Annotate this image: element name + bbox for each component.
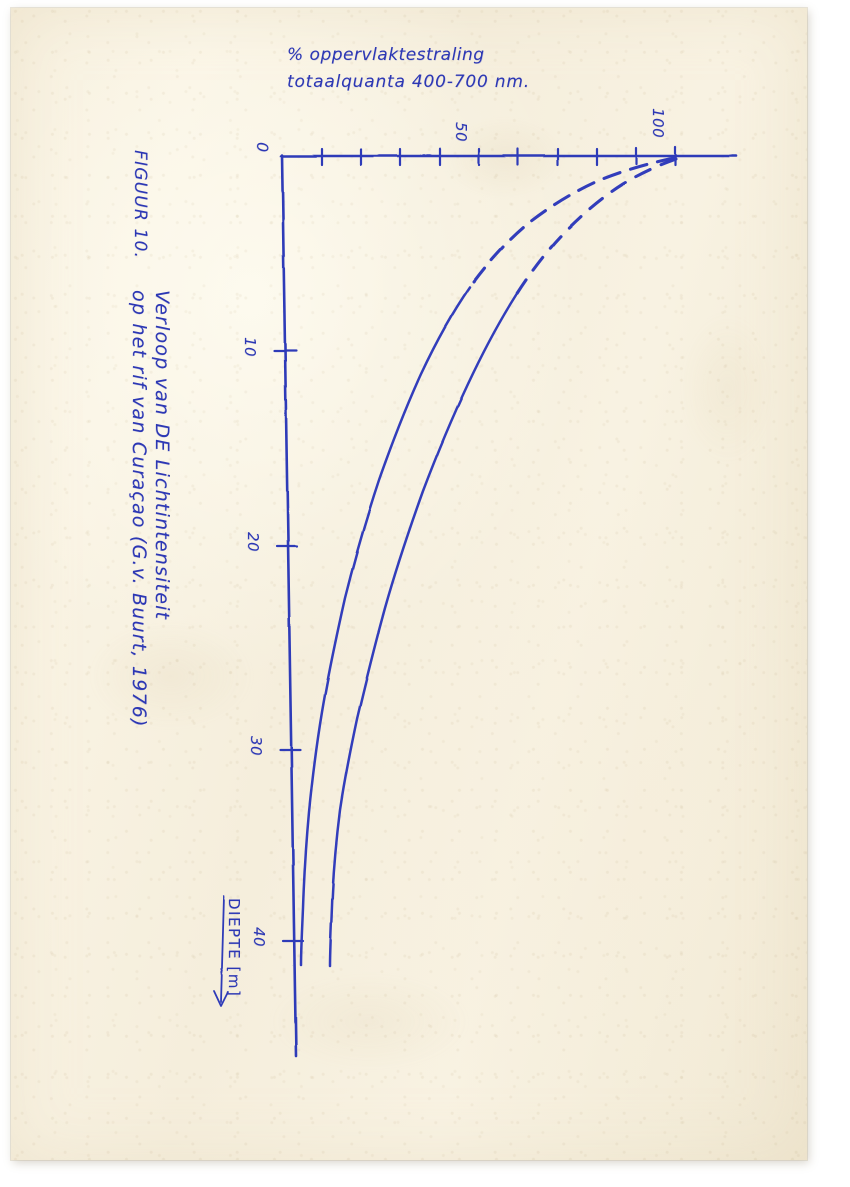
figure-number-caption: FIGUUR 10. bbox=[130, 150, 150, 260]
y-tick-label-20: 20 bbox=[244, 532, 262, 553]
curve-left bbox=[299, 156, 676, 967]
x-tick-label-0: 0 bbox=[253, 142, 272, 153]
curve-right-solid-segment bbox=[328, 293, 518, 968]
paper-grain-texture bbox=[11, 8, 807, 1160]
x-tick-label-50: 50 bbox=[452, 122, 470, 143]
chart-title-line-2: totaalquanta 400-700 nm. bbox=[287, 72, 530, 92]
chart-title-line-1: % oppervlaktestraling bbox=[287, 45, 485, 65]
y-axis-label: DIEPTE [m] bbox=[225, 898, 243, 998]
curve-right bbox=[328, 157, 678, 968]
chart-title: % oppervlaktestraling totaalquanta 400-7… bbox=[287, 42, 530, 96]
curve-left-solid-segment bbox=[299, 285, 472, 967]
figure-caption-line-1: Verloop van DE Lichtintensiteit bbox=[151, 290, 173, 621]
y-tick-label-40: 40 bbox=[250, 927, 268, 948]
figure-caption-line-2: op het rif van Curaçao (G.v. Buurt, 1976… bbox=[128, 290, 150, 728]
y-axis-ticks bbox=[272, 349, 305, 943]
y-axis-line bbox=[280, 153, 298, 1058]
curve-right-dashed-segment bbox=[514, 157, 678, 297]
depth-direction-arrow bbox=[213, 895, 229, 1007]
curve-left-dashed-segment bbox=[468, 156, 676, 289]
y-tick-label-30: 30 bbox=[247, 736, 265, 757]
x-axis-ticks bbox=[320, 145, 677, 167]
x-tick-label-100: 100 bbox=[649, 108, 667, 139]
paper-sheet bbox=[11, 8, 807, 1160]
y-tick-label-10: 10 bbox=[241, 337, 259, 358]
paper-blotch-texture bbox=[11, 8, 807, 1160]
